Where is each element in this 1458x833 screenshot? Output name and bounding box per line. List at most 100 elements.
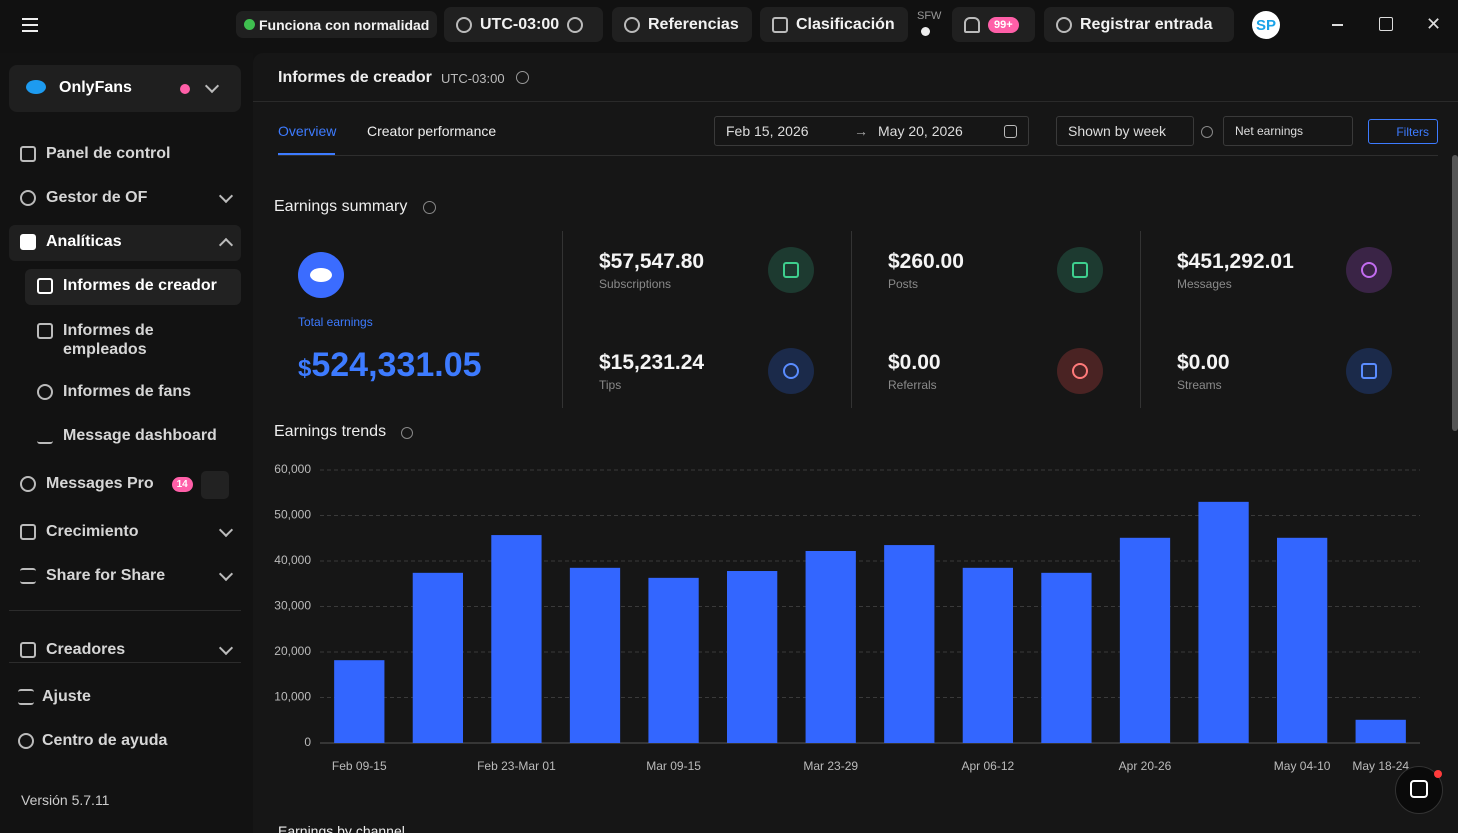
- header-timezone: UTC-03:00: [441, 71, 505, 86]
- subnav-item[interactable]: Informes de fans: [37, 383, 191, 401]
- subnav-item[interactable]: Informes de creador: [37, 277, 217, 295]
- status[interactable]: Funciona con normalidad: [236, 11, 438, 38]
- maximize[interactable]: [1379, 17, 1393, 31]
- account-selector[interactable]: OnlyFans: [9, 65, 241, 112]
- sfw-toggle[interactable]: [921, 27, 930, 36]
- section-title: Earnings summary: [274, 198, 408, 215]
- card-label: Messages: [1177, 277, 1232, 291]
- bar: [412, 572, 463, 743]
- chevron: [218, 640, 234, 656]
- info-icon[interactable]: [1201, 126, 1213, 138]
- nav-item[interactable]: Creadores: [20, 640, 234, 659]
- section-title: Earnings by channel: [278, 823, 405, 833]
- bar: [569, 567, 621, 743]
- card-icon: [768, 348, 814, 394]
- grouping-text: Shown by week: [1068, 123, 1167, 139]
- tab[interactable]: Creator performance: [367, 123, 497, 139]
- info-icon[interactable]: [516, 71, 529, 84]
- timezone[interactable]: UTC-03:00: [444, 7, 603, 42]
- subnav-item[interactable]: Message dashboard: [37, 427, 217, 445]
- chevron: [218, 188, 234, 204]
- nav-icon: [37, 428, 53, 444]
- nav-icon: [18, 733, 34, 749]
- account-name: OnlyFans: [59, 79, 132, 96]
- bar: [491, 535, 542, 743]
- sidebar: OnlyFans Panel de control Gestor de OF A…: [0, 53, 253, 833]
- metric-select[interactable]: Net earnings: [1223, 116, 1353, 146]
- clock-icon: [1056, 16, 1072, 33]
- clock-in[interactable]: Registrar entrada: [1044, 7, 1234, 42]
- timezone-text: UTC-03:00: [480, 15, 560, 33]
- chevron: [218, 522, 234, 538]
- nav-item[interactable]: Crecimiento: [20, 522, 234, 541]
- date-range[interactable]: Feb 15, 2026 → May 20, 2026: [714, 116, 1029, 146]
- card-label: Streams: [1177, 378, 1222, 392]
- y-tick-label: 20,000: [274, 644, 311, 658]
- external-link[interactable]: [201, 471, 229, 499]
- header-bar: [253, 53, 1458, 102]
- metric-text: Net earnings: [1235, 124, 1304, 138]
- icon-shape: [1072, 363, 1088, 379]
- nav-item[interactable]: Share for Share: [20, 566, 234, 585]
- avatar[interactable]: SP: [1252, 11, 1280, 39]
- menu-button[interactable]: [14, 14, 46, 36]
- nav-icon: [20, 146, 36, 162]
- info-icon[interactable]: [401, 427, 413, 439]
- nav-label: Informes de fans: [63, 383, 192, 400]
- tab-active[interactable]: Overview: [278, 123, 337, 139]
- x-tick-label: May 04-10: [1274, 759, 1331, 773]
- total-value: 524,331.05: [311, 346, 482, 384]
- filters-button[interactable]: Filters: [1368, 119, 1438, 144]
- nav-item[interactable]: Ajuste: [18, 688, 91, 706]
- nav-item[interactable]: Analíticas: [20, 233, 234, 253]
- card-label: Subscriptions: [599, 277, 672, 291]
- grouping-select[interactable]: Shown by week: [1056, 116, 1194, 146]
- scrollbar[interactable]: [1452, 155, 1458, 431]
- subnav-item[interactable]: Informes de empleados: [37, 321, 183, 359]
- nav-item[interactable]: Centro de ayuda: [18, 732, 167, 750]
- card-value: $57,547.80: [599, 250, 705, 273]
- nav-item[interactable]: Gestor de OF: [20, 188, 234, 207]
- nav-item[interactable]: Messages Pro 14: [20, 475, 193, 493]
- nav-icon: [37, 384, 53, 400]
- icon-shape: [783, 262, 799, 278]
- bar: [1119, 537, 1171, 743]
- notifications[interactable]: 99+: [952, 7, 1035, 42]
- nav-icon: [20, 568, 36, 584]
- y-tick-label: 40,000: [274, 553, 311, 567]
- nav-label: Informes de empleados: [63, 322, 154, 358]
- account-status: [180, 84, 190, 94]
- menu-line: [22, 30, 38, 32]
- ranking[interactable]: Clasificación: [760, 7, 908, 42]
- icon-shape: [1072, 262, 1088, 278]
- y-tick-label: 60,000: [274, 462, 311, 476]
- subnav-active-bg: [25, 269, 241, 305]
- y-tick-label: 10,000: [274, 690, 311, 704]
- y-tick-label: 50,000: [274, 508, 311, 522]
- card-value: $0.00: [888, 351, 941, 374]
- chat-dot: [1434, 770, 1442, 778]
- nav-label: Centro de ayuda: [42, 732, 168, 749]
- bar: [1277, 537, 1328, 743]
- referrals[interactable]: Referencias: [612, 7, 752, 42]
- chat-button[interactable]: [1395, 766, 1443, 814]
- x-tick-label: Feb 23-Mar 01: [477, 759, 556, 773]
- referrals-text: Referencias: [648, 15, 739, 33]
- tab-indicator: [278, 153, 335, 155]
- trophy-icon: [772, 16, 788, 33]
- nav-label: Informes de creador: [63, 277, 217, 294]
- close[interactable]: ✕: [1426, 14, 1442, 34]
- nav-item[interactable]: Panel de control: [20, 145, 170, 163]
- bell-icon: [964, 16, 980, 33]
- card-label: Tips: [599, 378, 622, 392]
- info-icon[interactable]: [423, 201, 436, 214]
- minimize[interactable]: [1332, 24, 1343, 26]
- chevron: [204, 78, 220, 94]
- y-tick-label: 0: [304, 735, 311, 749]
- chevron: [218, 237, 234, 253]
- card-icon: [1057, 348, 1103, 394]
- bar: [1198, 501, 1249, 743]
- nav-label: Gestor de OF: [46, 189, 148, 206]
- nav-icon: [37, 323, 53, 339]
- arrow: →: [854, 123, 868, 139]
